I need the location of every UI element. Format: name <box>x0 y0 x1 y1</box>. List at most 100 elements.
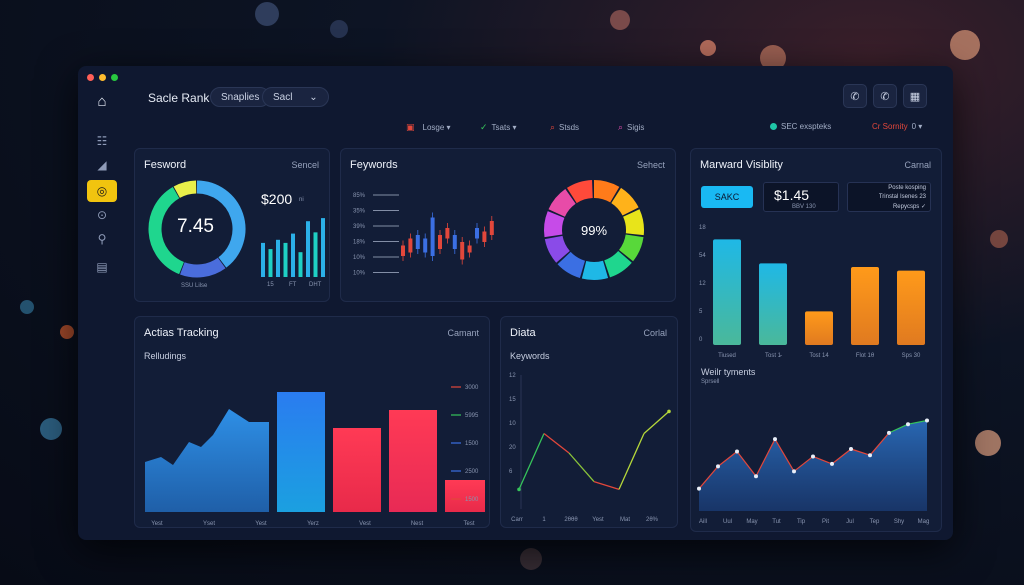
line-segment <box>568 452 595 483</box>
data-line-chart: 12 15 10 20 6 Carr 1 2θθθ Yest Mat 2θ% <box>509 373 671 523</box>
report-icon[interactable]: ▤ <box>96 260 108 274</box>
ring-segment <box>173 180 197 199</box>
call-icon[interactable]: ✆ <box>873 84 897 108</box>
area-line <box>793 455 814 472</box>
area-line <box>774 438 795 472</box>
data-point <box>811 454 815 459</box>
filter-label: Losge ▾ <box>422 123 451 132</box>
sacl-label: Sacl <box>273 92 293 103</box>
x-tick-label: May <box>746 519 757 525</box>
calendar-icon: ▣ <box>406 122 415 132</box>
bar <box>851 267 879 345</box>
x-tick-label: Shy <box>894 519 904 525</box>
x-tick-label: Pit <box>822 519 829 525</box>
card-action[interactable]: Corlal <box>643 328 667 338</box>
ring-caption: SSU Lilse <box>181 283 208 289</box>
tracking-subtitle: Relludings <box>144 351 187 361</box>
filter-losge[interactable]: ▣ Losge ▾ <box>406 122 451 133</box>
data-point <box>667 409 671 414</box>
candle <box>430 217 435 256</box>
dashboard-window: ⌂ ☷ ◢ ◎ ⊙ ⚲ ▤ Sacle Rank Snaplies Sacl ⌄… <box>78 66 953 540</box>
bar <box>313 232 318 277</box>
card-action[interactable]: Sencel <box>291 160 319 170</box>
data-point <box>735 449 739 454</box>
bar-label: Tiused <box>718 353 736 359</box>
bar <box>277 392 325 512</box>
bar <box>897 270 925 345</box>
price-sub: BBV 130 <box>792 204 816 210</box>
check-icon: ✓ <box>480 122 488 132</box>
axis-tick-label: 6 <box>509 469 513 475</box>
area-line <box>717 451 738 467</box>
bar <box>321 218 325 277</box>
card-title: Feywords <box>350 159 398 171</box>
sornity-dropdown[interactable]: Cr Sornity 0 ▾ <box>872 122 922 131</box>
target-icon[interactable]: ⊙ <box>96 208 108 222</box>
search-icon: ⌕ <box>550 122 556 132</box>
list-icon[interactable]: ☷ <box>96 134 108 148</box>
data-point <box>868 453 872 458</box>
filter-tsats[interactable]: ✓ Tsats ▾ <box>480 122 516 133</box>
payments-area-chart: Aill Uul May Tut Tip Pit Jul Tep Shy Mag <box>697 418 929 525</box>
data-point <box>849 447 853 451</box>
bar <box>261 242 265 277</box>
data-point <box>906 422 910 427</box>
line-segment <box>643 410 670 434</box>
home-icon[interactable]: ⌂ <box>97 92 107 110</box>
sacl-dropdown[interactable]: Sacl ⌄ <box>262 87 329 107</box>
donut-value: 99% <box>581 223 608 238</box>
window-controls <box>87 74 118 81</box>
card-title: Actias Tracking <box>144 327 219 339</box>
app-title: Sacle Rank <box>148 91 210 105</box>
x-tick-label: Mat <box>620 517 630 523</box>
fesword-card: Fesword Sencel 7.45 SSU Lilse $200 ni 15… <box>134 148 330 302</box>
filter-label: Tsats ▾ <box>491 123 517 132</box>
x-tick-label: Yerz <box>307 521 319 527</box>
filter-sigis[interactable]: ⌕ Sigis <box>618 122 644 133</box>
phone-icon[interactable]: ✆ <box>843 84 867 108</box>
donut-segment <box>622 209 644 236</box>
tracking-chart: 3000 5995 1500 2500 1500 Yest Yset Yest Yerz Vest… <box>145 385 485 527</box>
area-line <box>736 451 757 477</box>
candle <box>408 238 413 253</box>
axis-tick-label: 39% <box>353 224 366 230</box>
legend-label: 5995 <box>465 413 479 419</box>
x-tick-label: Yest <box>592 517 604 523</box>
x-tick-label: Aill <box>699 519 707 525</box>
grid-icon[interactable]: ▦ <box>903 84 927 108</box>
area-line <box>831 448 852 465</box>
filter-stsds[interactable]: ⌕ Stsds <box>550 122 579 133</box>
data-card: Diata Corlal Keywords 12 15 10 20 6 Carr 1 2θθθ… <box>500 316 678 528</box>
card-action[interactable]: Camant <box>447 328 479 338</box>
donut-segment <box>557 251 586 278</box>
close-dot[interactable] <box>87 74 94 81</box>
x-tick-label: Jul <box>846 519 854 525</box>
area-line <box>755 438 776 477</box>
pin-icon[interactable]: ⚲ <box>97 232 107 246</box>
x-tick-label: Yest <box>255 521 267 527</box>
x-tick-label: Nest <box>411 521 424 527</box>
axis-tick-label: 54 <box>699 253 706 259</box>
chart-icon[interactable]: ◢ <box>97 158 107 172</box>
fesword-ring-chart <box>148 180 246 278</box>
donut-segment <box>610 187 639 216</box>
x-tick-label: Yest <box>151 521 163 527</box>
bar <box>759 263 787 345</box>
minimize-dot[interactable] <box>99 74 106 81</box>
data-point <box>830 461 834 466</box>
card-action[interactable]: Sehect <box>636 160 665 170</box>
compass-icon[interactable]: ◎ <box>87 180 117 202</box>
axis-tick-label: 10% <box>353 255 366 261</box>
info-line: Repycsps ✓ <box>892 204 926 210</box>
bar <box>333 428 381 512</box>
x-tick-label: Tip <box>797 519 806 525</box>
sakc-button[interactable]: SAKC <box>701 186 753 208</box>
maximize-dot[interactable] <box>111 74 118 81</box>
card-action[interactable]: Carnal <box>904 160 931 170</box>
keywords-candle-chart <box>401 212 494 265</box>
x-tick-label: Yset <box>203 521 215 527</box>
ring-segment <box>180 257 226 278</box>
line-segment <box>543 432 570 454</box>
bar <box>713 239 741 345</box>
donut-segment <box>593 180 620 203</box>
